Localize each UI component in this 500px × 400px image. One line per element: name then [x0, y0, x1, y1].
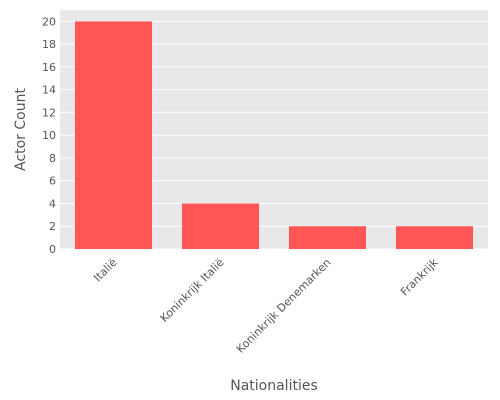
- y-tick-label: 4: [49, 197, 56, 210]
- y-tick-label: 6: [49, 175, 56, 188]
- y-tick-label: 14: [42, 84, 56, 97]
- bar: [181, 203, 260, 249]
- y-axis-ticks: 0 2 4 6 8 10 12 14 16 18 20: [42, 15, 56, 256]
- y-tick-label: 16: [42, 61, 56, 74]
- y-tick-label: 8: [49, 152, 56, 165]
- x-tick-label: Koninkrijk Italië: [158, 256, 227, 325]
- y-tick-label: 12: [42, 106, 56, 119]
- bar: [288, 226, 367, 249]
- bar: [74, 21, 153, 250]
- x-tick-label: Italië: [91, 256, 120, 285]
- y-tick-label: 20: [42, 15, 56, 28]
- y-axis-title: Actor Count: [13, 88, 29, 171]
- x-tick-label: Koninkrijk Denemarken: [234, 256, 334, 356]
- x-axis-ticks: Italië Koninkrijk Italië Koninkrijk Denema…: [91, 255, 441, 355]
- y-tick-label: 2: [49, 220, 56, 233]
- y-tick-label: 0: [49, 243, 56, 256]
- bar: [395, 226, 474, 249]
- x-axis-title: Nationalities: [230, 378, 318, 394]
- x-tick-label: Frankrijk: [398, 255, 441, 298]
- bars: [74, 21, 474, 250]
- y-tick-label: 10: [42, 129, 56, 142]
- y-tick-label: 18: [42, 38, 56, 51]
